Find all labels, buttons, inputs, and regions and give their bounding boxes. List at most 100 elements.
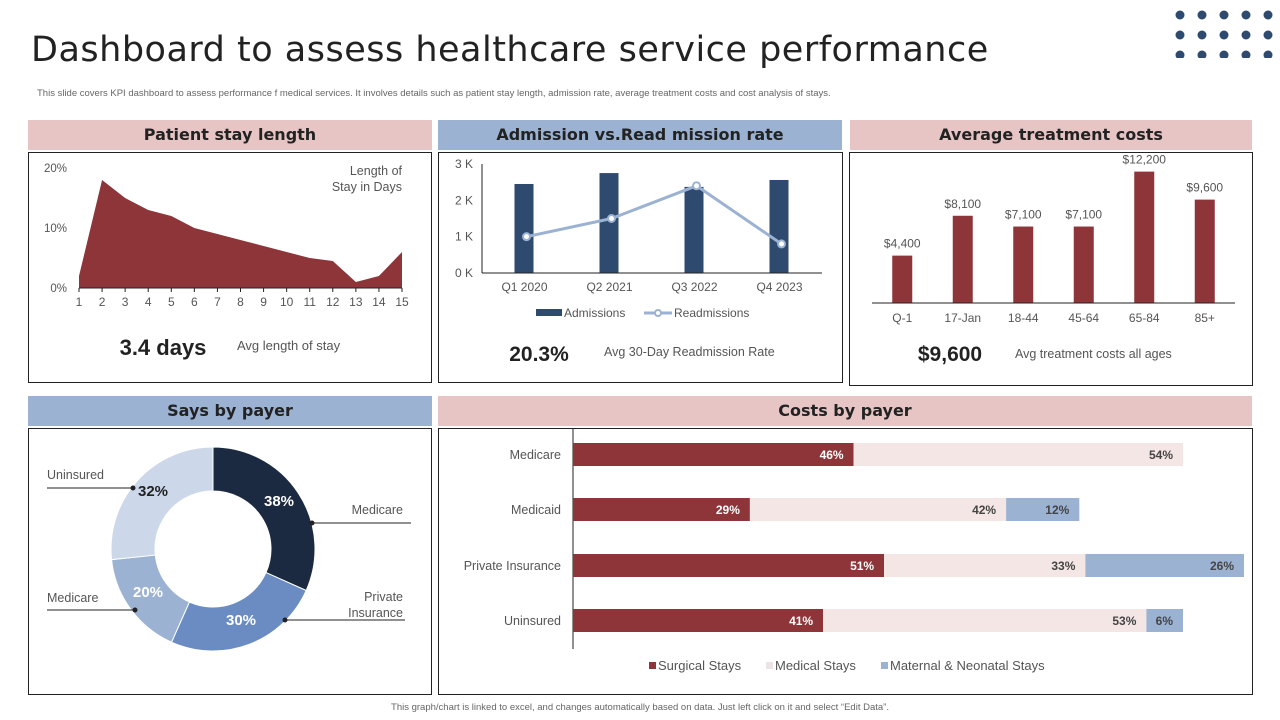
data-label: $8,100 — [944, 197, 981, 211]
x-tick-label: 8 — [237, 295, 244, 309]
x-tick-label: Q4 2023 — [756, 280, 802, 294]
chart-annotation: Length of — [350, 164, 403, 178]
stacked-bar-segment — [1006, 498, 1080, 521]
slice-name-label: Private — [364, 590, 403, 604]
slice-percent-label: 32% — [138, 483, 168, 500]
stacked-bar-segment — [573, 609, 824, 632]
stays-payer-header: Says by payer — [28, 396, 432, 426]
decorative-dots-icon — [1175, 10, 1273, 58]
kpi-value: $9,600 — [918, 343, 982, 366]
slice-percent-label: 30% — [226, 612, 256, 629]
leader-dot — [309, 520, 315, 526]
legend-swatch — [766, 662, 773, 669]
stacked-bar-segment — [1146, 609, 1183, 632]
y-tick-label: 1 K — [455, 230, 473, 244]
stay-length-header: Patient stay length — [28, 120, 432, 150]
category-label: Medicare — [510, 448, 561, 462]
stacked-bar-segment — [884, 554, 1086, 577]
slice-name-label: Medicare — [47, 591, 98, 605]
x-tick-label: 2 — [99, 295, 106, 309]
legend-swatch — [649, 662, 656, 669]
x-tick-label: 45-64 — [1068, 311, 1099, 325]
slice-name-label: Insurance — [348, 606, 403, 620]
bar-treatment-cost — [952, 215, 973, 303]
data-label: $7,100 — [1005, 208, 1042, 222]
stacked-bar-segment — [573, 554, 885, 577]
x-tick-label: 65-84 — [1129, 311, 1160, 325]
bar-treatment-cost — [1013, 226, 1034, 303]
page-subtitle: This slide covers KPI dashboard to asses… — [37, 88, 831, 99]
segment-value-label: 6% — [1156, 614, 1174, 628]
stacked-bar-segment — [573, 443, 854, 466]
kpi-value: 3.4 days — [120, 335, 207, 360]
decorative-dot — [1263, 30, 1273, 40]
x-tick-label: Q-1 — [892, 311, 912, 325]
admission-header: Admission vs.Read mission rate — [438, 120, 842, 150]
point-readmissions — [607, 214, 616, 223]
costs-payer-header: Costs by payer — [438, 396, 1252, 426]
leader-dot — [130, 485, 136, 491]
decorative-dot — [1241, 30, 1251, 40]
slice-percent-label: 20% — [133, 584, 163, 601]
costs-payer-panel: Medicare 46% 54% Medicaid 29% 42% 12% Private I… — [438, 428, 1253, 695]
category-label: Medicaid — [511, 503, 561, 517]
legend-label: Medical Stays — [775, 658, 856, 673]
data-label: $4,400 — [884, 237, 921, 251]
bar-treatment-cost — [1073, 226, 1094, 303]
donut-slice — [170, 571, 307, 652]
x-tick-label: 85+ — [1195, 311, 1215, 325]
admission-panel: 0 K 1 K 2 K 3 K Q1 2020 Q2 2021 Q3 2022 Q4 2023… — [438, 152, 843, 383]
kpi-label: Avg length of stay — [237, 338, 341, 353]
legend-label: Maternal & Neonatal Stays — [890, 658, 1045, 673]
bar-treatment-cost — [1194, 199, 1215, 303]
segment-value-label: 41% — [789, 614, 813, 628]
decorative-dot — [1219, 50, 1229, 58]
stays-payer-chart: 38% Medicare 30% Private Insurance 20% Medicar… — [47, 446, 411, 652]
leader-dot — [282, 617, 288, 623]
y-tick-label: 10% — [44, 223, 67, 235]
x-tick-label: 9 — [260, 295, 267, 309]
stay-length-panel: 1 2 3 4 5 6 7 8 9 10 11 12 13 14 15 0% 10% 20% Length of St… — [28, 152, 432, 383]
decorative-dot — [1263, 10, 1273, 20]
segment-value-label: 12% — [1045, 503, 1069, 517]
segment-value-label: 33% — [1051, 559, 1075, 573]
data-label: $12,200 — [1123, 153, 1167, 167]
decorative-dot — [1241, 10, 1251, 20]
decorative-dot — [1219, 30, 1229, 40]
slice-name-label: Medicare — [352, 503, 403, 517]
point-readmissions — [522, 232, 531, 242]
stays-payer-panel: 38% Medicare 30% Private Insurance 20% Medicar… — [28, 428, 432, 695]
admission-chart: 0 K 1 K 2 K 3 K Q1 2020 Q2 2021 Q3 2022 Q4 2023… — [455, 157, 822, 366]
x-tick-label: 11 — [303, 295, 316, 309]
decorative-dot — [1175, 10, 1185, 20]
line-readmissions — [526, 184, 783, 246]
slice-percent-label: 38% — [264, 493, 294, 510]
y-tick-label: 3 K — [455, 157, 473, 171]
decorative-dot — [1197, 50, 1207, 58]
data-label: $7,100 — [1065, 208, 1102, 222]
bar-treatment-cost — [892, 255, 913, 303]
costs-payer-chart: Medicare 46% 54% Medicaid 29% 42% 12% Private I… — [464, 429, 1244, 673]
segment-value-label: 46% — [820, 448, 844, 462]
treatment-chart: $4,400 Q-1 $8,100 17-Jan $7,100 18-44 $7,100 45… — [872, 153, 1235, 366]
decorative-dot — [1263, 50, 1273, 58]
x-tick-label: 12 — [326, 295, 340, 309]
x-tick-label: Q2 2021 — [586, 280, 632, 294]
x-tick-label: 10 — [280, 295, 294, 309]
stacked-bar-segment — [573, 498, 750, 521]
legend-swatch — [881, 662, 888, 669]
footer-note: This graph/chart is linked to excel, and… — [391, 702, 889, 713]
bar-admissions — [769, 179, 789, 273]
decorative-dot — [1219, 10, 1229, 20]
x-tick-label: 14 — [372, 295, 386, 309]
point-readmissions — [777, 239, 786, 249]
stacked-bar-segment — [1085, 554, 1244, 577]
x-tick-label: 3 — [122, 295, 129, 309]
segment-value-label: 29% — [716, 503, 740, 517]
category-label: Uninsured — [504, 614, 561, 628]
y-tick-label: 2 K — [455, 193, 473, 207]
segment-value-label: 42% — [972, 503, 996, 517]
segment-value-label: 54% — [1149, 448, 1173, 462]
treatment-panel: $4,400 Q-1 $8,100 17-Jan $7,100 18-44 $7,100 45… — [849, 152, 1253, 386]
y-tick-label: 0% — [50, 283, 67, 295]
